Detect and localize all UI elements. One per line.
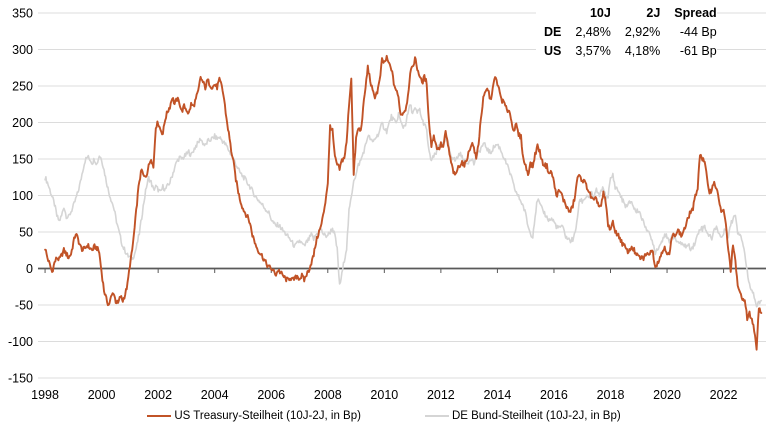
table-row-label-de: DE xyxy=(544,25,562,39)
x-axis-label: 2000 xyxy=(88,388,116,402)
y-axis-label: 250 xyxy=(12,80,33,94)
x-axis-label: 1998 xyxy=(31,388,59,402)
table-header-2j: 2J xyxy=(646,6,661,20)
de-spread-value: -44 Bp xyxy=(679,25,717,39)
y-axis-label: 50 xyxy=(19,226,33,240)
y-axis-label: 0 xyxy=(26,262,33,276)
x-axis-label: 2004 xyxy=(201,388,229,402)
de-2j-value: 2,92% xyxy=(624,25,661,39)
y-axis-label: -150 xyxy=(8,372,33,386)
table-header-10j: 10J xyxy=(589,6,611,20)
table-row-de: DE 2,48% 2,92% -44 Bp xyxy=(536,23,717,42)
table-corner-cell xyxy=(536,4,561,23)
y-axis-label: -50 xyxy=(15,299,33,313)
table-header-spread: Spread xyxy=(674,6,717,20)
x-axis-label: 2010 xyxy=(370,388,398,402)
table-header-row: 10J 2J Spread xyxy=(536,4,717,23)
y-axis-label: 350 xyxy=(12,7,33,21)
x-axis-label: 2020 xyxy=(653,388,681,402)
x-axis-label: 2002 xyxy=(144,388,172,402)
x-axis-label: 2014 xyxy=(484,388,512,402)
x-axis-label: 2012 xyxy=(427,388,455,402)
us-line-swatch-icon xyxy=(147,415,172,417)
x-axis-label: 2016 xyxy=(540,388,568,402)
de-bund-series-line xyxy=(44,104,763,308)
us-spread-value: -61 Bp xyxy=(679,44,717,58)
y-axis-label: -100 xyxy=(8,335,33,349)
us-treasury-series-line xyxy=(44,54,763,351)
de-line-swatch-icon xyxy=(424,415,449,417)
us-10j-value: 3,57% xyxy=(575,44,611,58)
x-axis-label: 2022 xyxy=(710,388,738,402)
table-row-us: US 3,57% 4,18% -61 Bp xyxy=(536,42,717,61)
y-axis-label: 100 xyxy=(12,189,33,203)
x-axis-label: 2018 xyxy=(597,388,625,402)
y-axis-label: 200 xyxy=(12,116,33,130)
x-axis-label: 2006 xyxy=(257,388,285,402)
spread-summary-table: 10J 2J Spread DE 2,48% 2,92% -44 Bp US 3… xyxy=(536,4,717,61)
chart-legend: US Treasury-Steilheit (10J-2J, in Bp) DE… xyxy=(0,404,768,428)
y-axis-label: 300 xyxy=(12,43,33,57)
table-row-label-us: US xyxy=(544,44,562,58)
legend-item-us-treasury: US Treasury-Steilheit (10J-2J, in Bp) xyxy=(147,410,361,422)
legend-item-de-bund: DE Bund-Steilheit (10J-2J, in Bp) xyxy=(424,410,621,422)
x-axis-label: 2008 xyxy=(314,388,342,402)
us-2j-value: 4,18% xyxy=(624,44,661,58)
y-axis-label: 150 xyxy=(12,153,33,167)
de-10j-value: 2,48% xyxy=(575,25,611,39)
legend-label-us: US Treasury-Steilheit (10J-2J, in Bp) xyxy=(174,410,361,422)
legend-label-de: DE Bund-Steilheit (10J-2J, in Bp) xyxy=(451,410,621,422)
